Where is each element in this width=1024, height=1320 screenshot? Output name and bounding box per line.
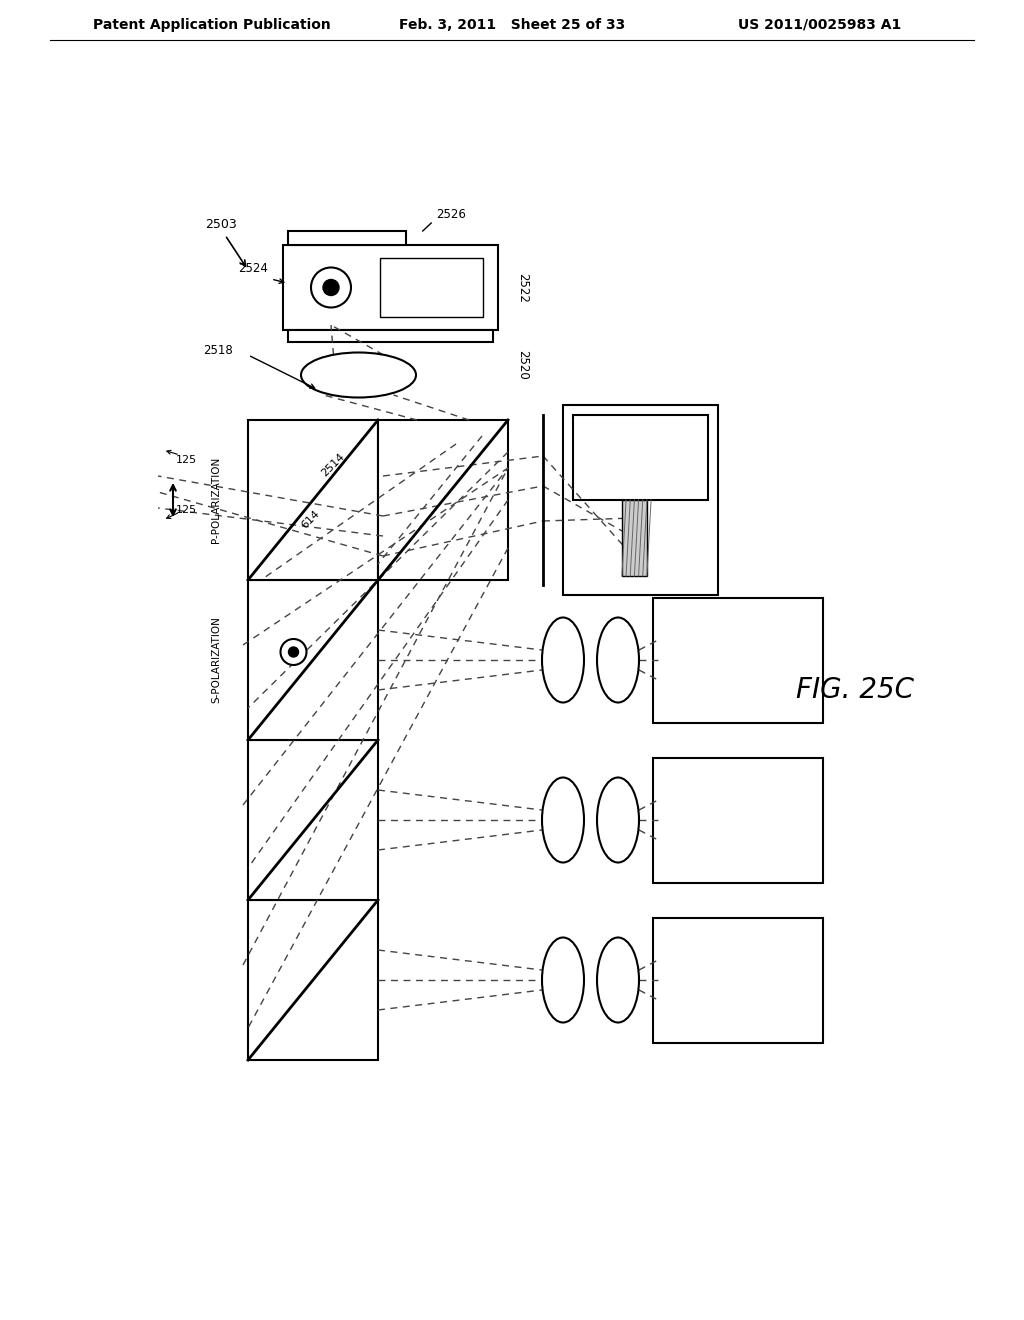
Circle shape [323,280,339,296]
Bar [248,900,378,1060]
Text: 2518: 2518 [203,343,233,356]
Text: 125: 125 [175,506,197,515]
Bar [378,420,508,579]
Text: P-POLARIZATION: P-POLARIZATION [211,457,221,543]
Text: FIG. 25C: FIG. 25C [796,676,914,704]
Text: 2514: 2514 [319,451,346,478]
Bar [288,330,493,342]
Text: Patent Application Publication: Patent Application Publication [93,18,331,32]
Text: 2520: 2520 [516,350,529,380]
Text: 614: 614 [300,508,322,531]
Text: 2522: 2522 [516,272,529,302]
Bar [653,598,823,722]
Bar [653,917,823,1043]
Bar [248,579,378,741]
Bar [248,420,378,579]
Circle shape [281,639,306,665]
Text: Feb. 3, 2011   Sheet 25 of 33: Feb. 3, 2011 Sheet 25 of 33 [399,18,625,32]
Bar [283,246,498,330]
Bar [248,741,378,900]
Bar [288,231,407,246]
Text: 2526: 2526 [436,209,466,222]
Ellipse shape [542,618,584,702]
Bar [653,758,823,883]
Text: 125: 125 [175,455,197,465]
Text: 2503: 2503 [205,219,237,231]
Bar [573,414,708,500]
Ellipse shape [542,937,584,1023]
Bar [622,500,647,576]
Bar [380,257,483,317]
Text: S-POLARIZATION: S-POLARIZATION [211,616,221,704]
Ellipse shape [542,777,584,862]
Ellipse shape [597,777,639,862]
Circle shape [311,268,351,308]
Circle shape [289,647,299,657]
Text: US 2011/0025983 A1: US 2011/0025983 A1 [738,18,901,32]
Ellipse shape [301,352,416,397]
Bar [563,405,718,595]
Ellipse shape [597,618,639,702]
Ellipse shape [597,937,639,1023]
Text: 2524: 2524 [239,263,268,276]
